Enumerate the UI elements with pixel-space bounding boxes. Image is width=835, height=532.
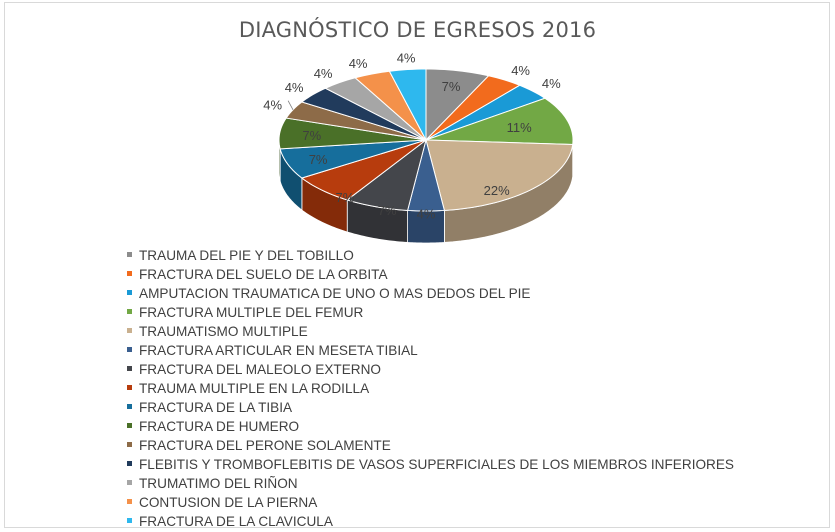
legend-swatch: [127, 365, 132, 371]
legend-label: TRUMATIMO DEL RIÑON: [139, 476, 298, 491]
legend-label: FRACTURA MULTIPLE DEL FEMUR: [139, 305, 364, 320]
legend-swatch: [127, 308, 132, 314]
legend-label: FRACTURA DEL PERONE SOLAMENTE: [139, 438, 391, 453]
data-label-13: 4%: [314, 66, 333, 81]
legend-item: FLEBITIS Y TROMBOFLEBITIS DE VASOS SUPER…: [127, 455, 734, 474]
legend-swatch: [127, 498, 132, 504]
pie-slice-14: [354, 70, 427, 141]
pie-slice-3: [425, 84, 547, 141]
legend-item: FRACTURA DE HUMERO: [127, 417, 734, 436]
legend-item: TRUMATIMO DEL RIÑON: [127, 474, 734, 493]
legend-swatch: [127, 517, 132, 523]
legend-label: FRACTURA DE HUMERO: [139, 419, 300, 434]
legend-item: FRACTURA DEL MALEOLO EXTERNO: [127, 360, 734, 379]
data-label-2: 4%: [511, 63, 530, 78]
legend-swatch: [127, 479, 132, 485]
legend-swatch: [127, 441, 132, 447]
legend-swatch: [127, 346, 132, 352]
legend-item: FRACTURA MULTIPLE DEL FEMUR: [127, 303, 734, 322]
legend-item: FRACTURA DEL PERONE SOLAMENTE: [127, 436, 734, 455]
legend-label: FRACTURA DE LA TIBIA: [139, 400, 293, 415]
pie-slice-9: [279, 139, 427, 179]
legend-swatch: [127, 251, 132, 257]
data-label-5: 22%: [484, 183, 510, 198]
legend-swatch: [127, 384, 132, 390]
data-label-9: 7%: [309, 152, 328, 167]
pie-slice-4: [425, 97, 574, 145]
legend-swatch: [127, 422, 132, 428]
pie-top: [278, 68, 574, 212]
legend-item: TRAUMA MULTIPLE EN LA RODILLA: [127, 379, 734, 398]
data-labels: 7%4%4%11%22%4%7%7%7%7%4%4%4%4% 4%: [263, 51, 561, 222]
pie-slice-1: [425, 68, 490, 142]
pie-chart: 7%4%4%11%22%4%7%7%7%7%4%4%4%4% 4%: [263, 51, 574, 244]
pie-slice-12: [300, 87, 427, 141]
data-label-11: 4%: [263, 98, 282, 113]
legend-swatch: [127, 460, 132, 466]
pie-slice-6: [406, 138, 446, 212]
legend-swatch: [127, 403, 132, 409]
legend-item: CONTUSION DE LA PIERNA: [127, 493, 734, 512]
data-label-4: 11%: [507, 120, 532, 135]
legend-swatch: [127, 327, 132, 333]
data-label-8: 7%: [336, 190, 355, 205]
legend-label: TRAUMATISMO MULTIPLE: [139, 324, 308, 339]
pie-slice-2: [425, 75, 521, 141]
legend-label: FRACTURA DEL SUELO DE LA ORBITA: [139, 267, 388, 282]
data-label-14: 4%: [349, 56, 368, 71]
pie-slice-15: [388, 68, 427, 141]
pie-slice-8: [300, 139, 427, 201]
pie-slice-5: [425, 139, 574, 211]
legend-label: TRAUMA DEL PIE Y DEL TOBILLO: [139, 248, 354, 263]
pie-slice-7: [346, 138, 427, 211]
leader-line: [287, 100, 294, 110]
data-label-10: 7%: [302, 128, 321, 143]
data-label-7: 7%: [378, 203, 397, 218]
data-label-6: 4%: [417, 206, 436, 221]
legend-label: FRACTURA DE LA CLAVICULA: [139, 514, 333, 529]
data-label-15: 4%: [397, 51, 416, 66]
chart-legend: TRAUMA DEL PIE Y DEL TOBILLO FRACTURA DEL…: [127, 246, 734, 531]
legend-swatch: [127, 270, 132, 276]
legend-label: FRACTURA ARTICULAR EN MESETA TIBIAL: [139, 343, 418, 358]
legend-label: FLEBITIS Y TROMBOFLEBITIS DE VASOS SUPER…: [139, 457, 734, 472]
pie-slice-10: [278, 117, 427, 150]
legend-item: FRACTURA DEL SUELO DE LA ORBITA: [127, 265, 734, 284]
chart-title: DIAGNÓSTICO DE EGRESOS 2016: [238, 18, 597, 42]
data-label-1: 7%: [442, 79, 461, 94]
legend-item: FRACTURA ARTICULAR EN MESETA TIBIAL: [127, 341, 734, 360]
legend-item: FRACTURA DE LA CLAVICULA: [127, 512, 734, 531]
legend-item: AMPUTACION TRAUMATICA DE UNO O MAS DEDOS…: [127, 284, 734, 303]
legend-item: FRACTURA DE LA TIBIA: [127, 398, 734, 417]
legend-item: TRAUMATISMO MULTIPLE: [127, 322, 734, 341]
legend-item: TRAUMA DEL PIE Y DEL TOBILLO: [127, 246, 734, 265]
legend-label: CONTUSION DE LA PIERNA: [139, 495, 318, 510]
pie-slice-13: [324, 77, 427, 141]
data-label-3: 4%: [542, 76, 561, 91]
legend-swatch: [127, 289, 132, 295]
legend-label: AMPUTACION TRAUMATICA DE UNO O MAS DEDOS…: [139, 286, 531, 301]
pie-side-walls: [278, 140, 574, 244]
legend-label: FRACTURA DEL MALEOLO EXTERNO: [139, 362, 381, 377]
legend-label: TRAUMA MULTIPLE EN LA RODILLA: [139, 381, 370, 396]
data-label-12: 4%: [285, 80, 304, 95]
chart-frame: [4, 2, 830, 528]
